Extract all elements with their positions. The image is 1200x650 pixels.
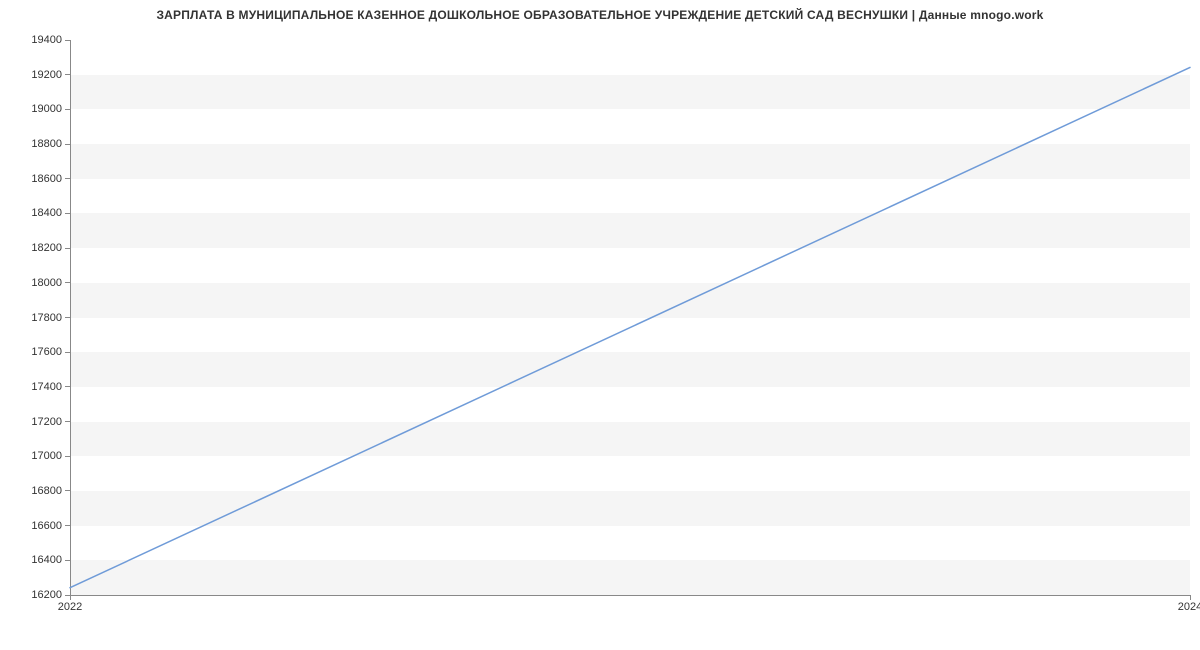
x-tick [1190, 595, 1191, 600]
y-tick-label: 18400 [31, 207, 62, 219]
series-layer [70, 40, 1190, 595]
y-tick-label: 17000 [31, 450, 62, 462]
y-tick-label: 18800 [31, 138, 62, 150]
y-tick-label: 16200 [31, 589, 62, 601]
y-tick-label: 18600 [31, 173, 62, 185]
plot-area: 1620016400166001680017000172001740017600… [70, 40, 1190, 595]
series-line [70, 67, 1190, 587]
y-tick-label: 19000 [31, 103, 62, 115]
y-tick-label: 18000 [31, 277, 62, 289]
y-tick-label: 17800 [31, 312, 62, 324]
y-tick-label: 16600 [31, 520, 62, 532]
chart-container: ЗАРПЛАТА В МУНИЦИПАЛЬНОЕ КАЗЕННОЕ ДОШКОЛ… [0, 0, 1200, 650]
y-tick-label: 17200 [31, 416, 62, 428]
x-tick-label: 2024 [1178, 601, 1200, 613]
y-tick-label: 19200 [31, 69, 62, 81]
y-tick-label: 17600 [31, 346, 62, 358]
y-tick-label: 17400 [31, 381, 62, 393]
y-tick-label: 19400 [31, 34, 62, 46]
x-tick-label: 2022 [58, 601, 82, 613]
y-tick-label: 16800 [31, 485, 62, 497]
y-tick-label: 18200 [31, 242, 62, 254]
chart-title: ЗАРПЛАТА В МУНИЦИПАЛЬНОЕ КАЗЕННОЕ ДОШКОЛ… [0, 8, 1200, 22]
x-tick [70, 595, 71, 600]
y-tick-label: 16400 [31, 554, 62, 566]
